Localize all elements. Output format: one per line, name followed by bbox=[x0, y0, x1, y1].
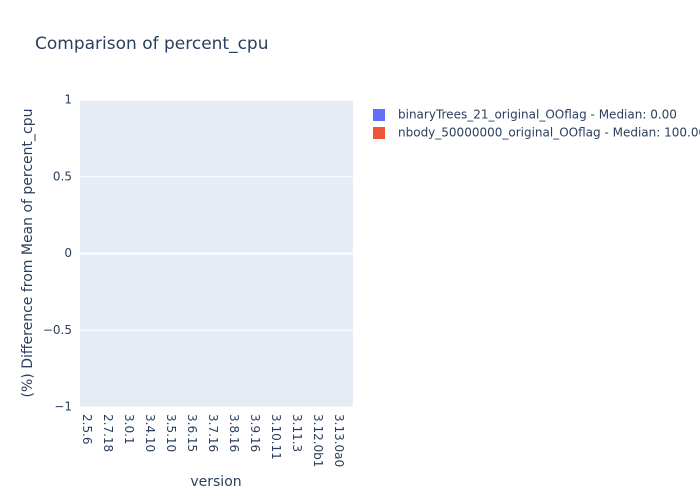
y-tick-label: 0 bbox=[64, 246, 72, 260]
y-axis-label: (%) Difference from Mean of percent_cpu bbox=[20, 109, 36, 398]
y-tick-label: −0.5 bbox=[43, 323, 72, 337]
legend-swatch bbox=[373, 109, 385, 121]
x-tick-label: 3.10.11 bbox=[269, 414, 283, 460]
x-tick-label: 2.5.6 bbox=[80, 414, 94, 445]
x-tick-label: 3.7.16 bbox=[206, 414, 220, 452]
x-axis-label: version bbox=[190, 474, 241, 490]
x-tick-label: 3.6.15 bbox=[185, 414, 199, 452]
legend-swatch bbox=[373, 127, 385, 139]
y-tick-label: −1 bbox=[54, 400, 72, 414]
legend-label: binaryTrees_21_original_OOflag - Median:… bbox=[398, 108, 677, 122]
x-tick-label: 3.8.16 bbox=[227, 414, 241, 452]
y-tick-label: 0.5 bbox=[53, 169, 72, 183]
x-tick-label: 3.4.10 bbox=[143, 414, 157, 452]
x-tick-label: 3.11.3 bbox=[290, 414, 304, 452]
chart-title: Comparison of percent_cpu bbox=[35, 34, 269, 54]
x-tick-label: 3.5.10 bbox=[164, 414, 178, 452]
x-tick-label: 3.12.0b1 bbox=[311, 414, 325, 467]
y-tick-label: 1 bbox=[64, 93, 72, 107]
x-tick-label: 3.13.0a0 bbox=[332, 414, 346, 467]
x-tick-label: 3.0.1 bbox=[122, 414, 136, 445]
legend-label: nbody_50000000_original_OOflag - Median:… bbox=[398, 126, 700, 140]
x-tick-label: 3.9.16 bbox=[248, 414, 262, 452]
x-tick-label: 2.7.18 bbox=[101, 414, 115, 452]
